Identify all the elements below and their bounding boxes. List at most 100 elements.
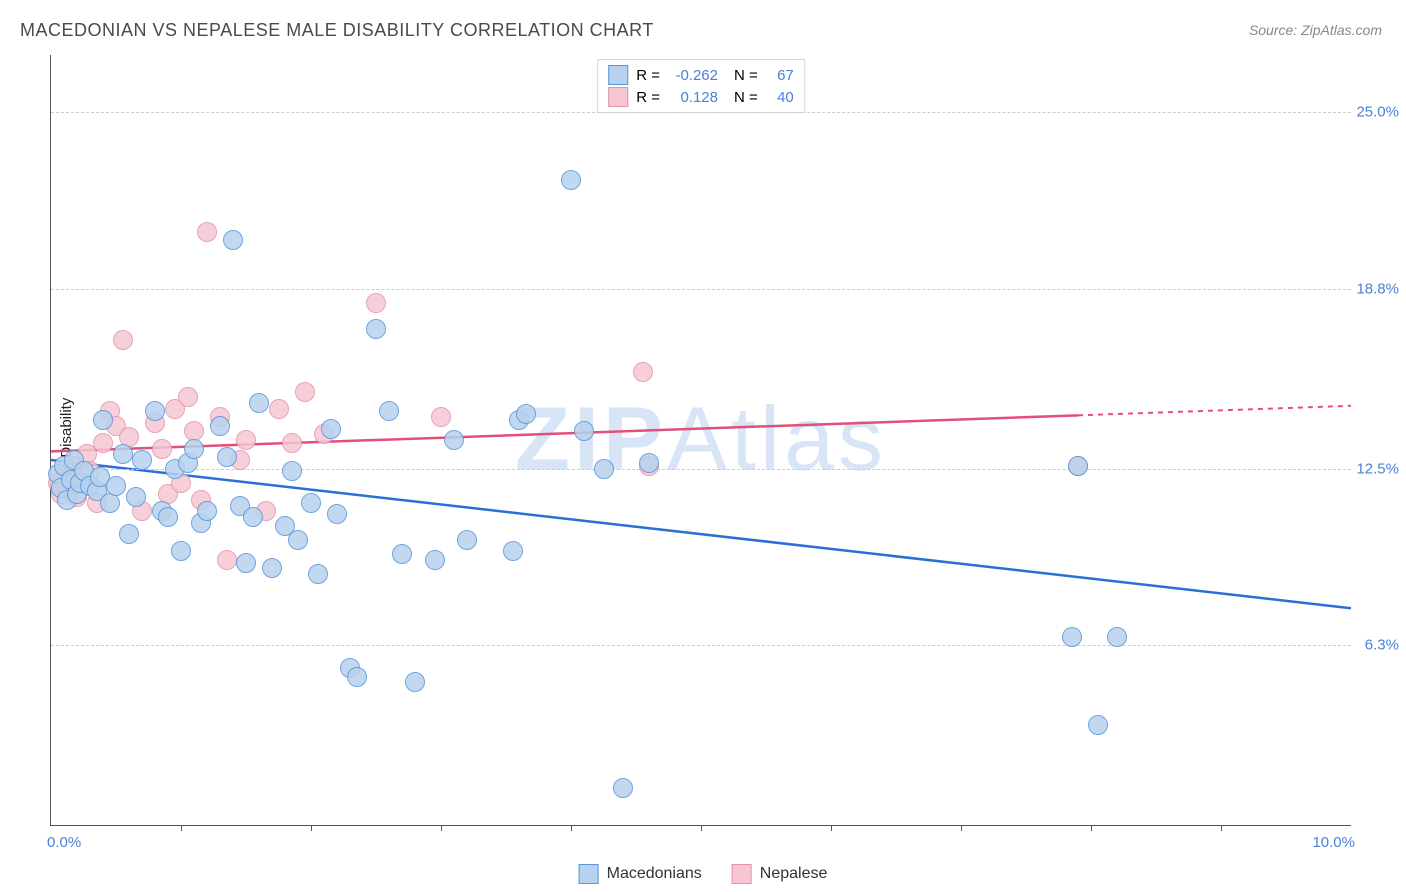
data-point bbox=[282, 461, 302, 481]
stat-r-label: R = bbox=[636, 67, 660, 84]
y-tick-label: 6.3% bbox=[1365, 637, 1399, 654]
stat-r-label: R = bbox=[636, 89, 660, 106]
data-point bbox=[639, 453, 659, 473]
x-tick bbox=[441, 825, 442, 831]
x-tick bbox=[831, 825, 832, 831]
stats-legend: R = -0.262 N = 67 R = 0.128 N = 40 bbox=[597, 59, 805, 113]
data-point bbox=[119, 524, 139, 544]
legend-label: Macedonians bbox=[607, 865, 702, 883]
y-tick-label: 12.5% bbox=[1356, 460, 1399, 477]
data-point bbox=[93, 410, 113, 430]
data-point bbox=[392, 544, 412, 564]
data-point bbox=[210, 416, 230, 436]
data-point bbox=[295, 382, 315, 402]
stat-r-value: -0.262 bbox=[668, 67, 718, 84]
data-point bbox=[178, 387, 198, 407]
data-point bbox=[171, 541, 191, 561]
legend-swatch bbox=[608, 87, 628, 107]
data-point bbox=[457, 530, 477, 550]
data-point bbox=[113, 330, 133, 350]
data-point bbox=[93, 433, 113, 453]
data-point bbox=[158, 507, 178, 527]
stat-n-value: 40 bbox=[766, 89, 794, 106]
data-point bbox=[236, 430, 256, 450]
stat-n-label: N = bbox=[734, 67, 758, 84]
data-point bbox=[113, 444, 133, 464]
data-point bbox=[132, 450, 152, 470]
data-point bbox=[1088, 715, 1108, 735]
gridline bbox=[51, 112, 1351, 113]
data-point bbox=[288, 530, 308, 550]
data-point bbox=[282, 433, 302, 453]
x-tick bbox=[1221, 825, 1222, 831]
data-point bbox=[249, 393, 269, 413]
scatter-plot-area: ZIPAtlas R =-0.262N =67R =0.128N =40 0.0… bbox=[50, 55, 1351, 826]
data-point bbox=[223, 230, 243, 250]
legend-label: Nepalese bbox=[760, 865, 828, 883]
data-point bbox=[197, 222, 217, 242]
x-tick bbox=[961, 825, 962, 831]
stat-n-value: 67 bbox=[766, 67, 794, 84]
data-point bbox=[145, 401, 165, 421]
stat-r-value: 0.128 bbox=[668, 89, 718, 106]
legend-swatch bbox=[732, 864, 752, 884]
data-point bbox=[1062, 627, 1082, 647]
data-point bbox=[184, 439, 204, 459]
watermark-light: Atlas bbox=[667, 390, 887, 490]
data-point bbox=[269, 399, 289, 419]
data-point bbox=[366, 293, 386, 313]
data-point bbox=[243, 507, 263, 527]
legend-item: Nepalese bbox=[732, 864, 828, 884]
data-point bbox=[425, 550, 445, 570]
data-point bbox=[366, 319, 386, 339]
data-point bbox=[613, 778, 633, 798]
x-tick bbox=[311, 825, 312, 831]
x-tick bbox=[701, 825, 702, 831]
x-axis-max-label: 10.0% bbox=[1312, 834, 1355, 851]
data-point bbox=[327, 504, 347, 524]
data-point bbox=[236, 553, 256, 573]
y-tick-label: 25.0% bbox=[1356, 104, 1399, 121]
data-point bbox=[321, 419, 341, 439]
stat-n-label: N = bbox=[734, 89, 758, 106]
data-point bbox=[308, 564, 328, 584]
data-point bbox=[100, 493, 120, 513]
data-point bbox=[217, 447, 237, 467]
data-point bbox=[262, 558, 282, 578]
series-legend: Macedonians Nepalese bbox=[579, 864, 828, 884]
data-point bbox=[152, 439, 172, 459]
data-point bbox=[106, 476, 126, 496]
gridline bbox=[51, 645, 1351, 646]
data-point bbox=[379, 401, 399, 421]
gridline bbox=[51, 469, 1351, 470]
data-point bbox=[444, 430, 464, 450]
x-axis-min-label: 0.0% bbox=[47, 834, 81, 851]
source-attribution: Source: ZipAtlas.com bbox=[1249, 22, 1382, 38]
y-tick-label: 18.8% bbox=[1356, 280, 1399, 297]
data-point bbox=[503, 541, 523, 561]
data-point bbox=[301, 493, 321, 513]
chart-title: MACEDONIAN VS NEPALESE MALE DISABILITY C… bbox=[20, 20, 654, 41]
stats-legend-row: R = 0.128 N = 40 bbox=[608, 86, 794, 108]
gridline bbox=[51, 289, 1351, 290]
watermark: ZIPAtlas bbox=[515, 389, 887, 492]
x-tick bbox=[181, 825, 182, 831]
legend-swatch bbox=[608, 65, 628, 85]
data-point bbox=[431, 407, 451, 427]
data-point bbox=[516, 404, 536, 424]
legend-item: Macedonians bbox=[579, 864, 702, 884]
x-tick bbox=[1091, 825, 1092, 831]
data-point bbox=[405, 672, 425, 692]
data-point bbox=[1107, 627, 1127, 647]
data-point bbox=[1068, 456, 1088, 476]
data-point bbox=[347, 667, 367, 687]
stats-legend-row: R = -0.262 N = 67 bbox=[608, 64, 794, 86]
legend-swatch bbox=[579, 864, 599, 884]
data-point bbox=[126, 487, 146, 507]
data-point bbox=[561, 170, 581, 190]
data-point bbox=[594, 459, 614, 479]
data-point bbox=[633, 362, 653, 382]
data-point bbox=[197, 501, 217, 521]
data-point bbox=[574, 421, 594, 441]
data-point bbox=[217, 550, 237, 570]
